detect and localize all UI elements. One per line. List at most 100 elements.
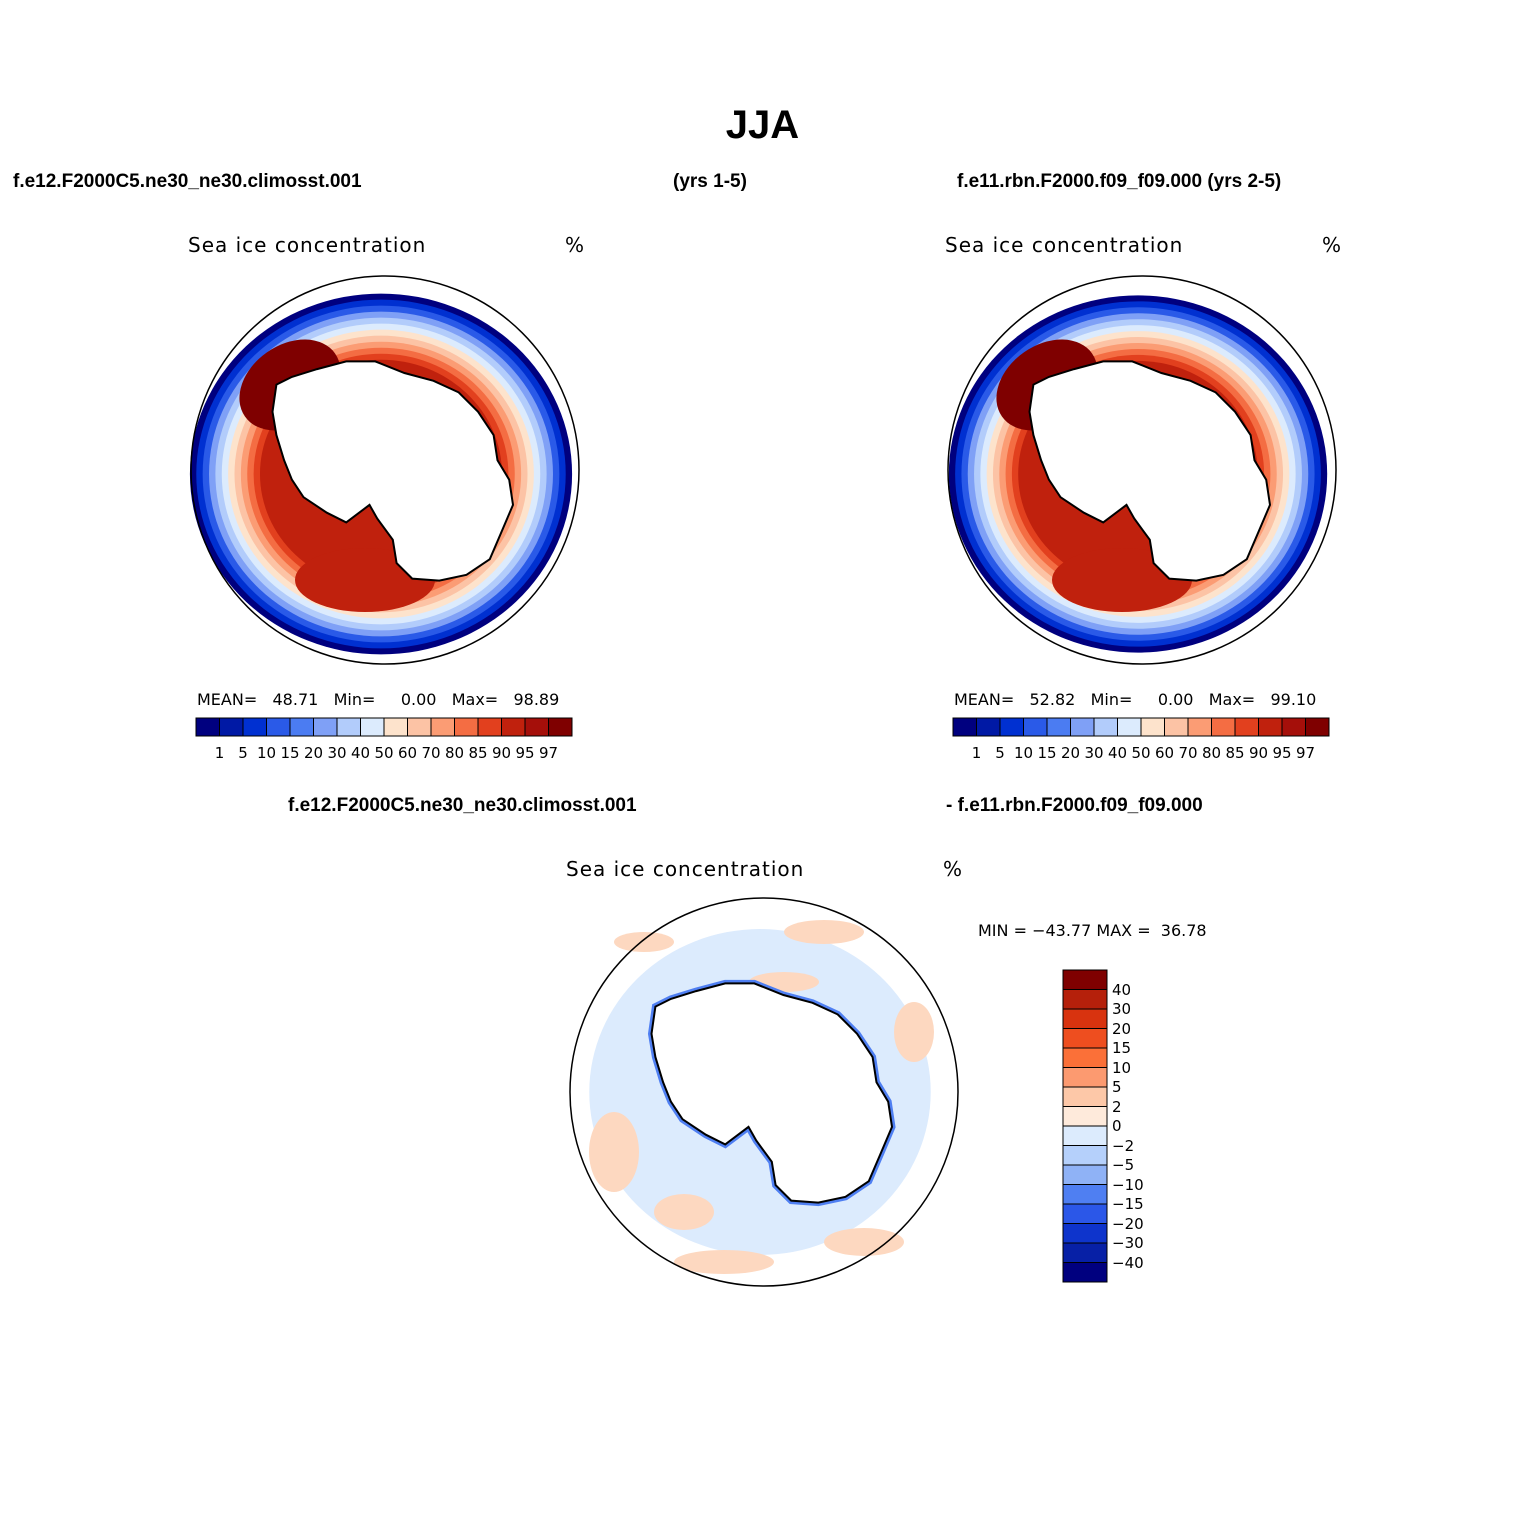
colorbar-segment xyxy=(1023,717,1048,737)
panel1-colorbar-ticks: 1 5 10 15 20 30 40 50 60 70 80 85 90 95 97 xyxy=(195,744,575,764)
colorbar-tick-label: 80 xyxy=(444,744,465,762)
colorbar-tick-label: 80 xyxy=(1201,744,1222,762)
colorbar-segment xyxy=(1258,717,1283,737)
min-value: 0.00 xyxy=(1157,690,1194,709)
panel3-polar-map xyxy=(569,897,959,1287)
colorbar-tick-label: 40 xyxy=(350,744,371,762)
positive-anomaly xyxy=(589,1112,639,1192)
colorbar-tick-label: 15 xyxy=(1112,1039,1132,1057)
colorbar-segment xyxy=(1062,1184,1108,1205)
colorbar-segment xyxy=(1062,1008,1108,1029)
colorbar-segment xyxy=(454,717,479,737)
min-label: Min= xyxy=(1090,690,1133,709)
colorbar-tick-label: 10 xyxy=(1013,744,1034,762)
mean-label: MEAN= xyxy=(954,690,1015,709)
min-label: Min= xyxy=(333,690,376,709)
colorbar-tick-label: 30 xyxy=(1112,1000,1132,1018)
map-border xyxy=(190,275,580,665)
map-border xyxy=(947,275,1337,665)
colorbar-segment xyxy=(1062,1164,1108,1185)
colorbar-segment xyxy=(1062,989,1108,1010)
colorbar-segment xyxy=(1140,717,1165,737)
colorbar-tick-label: −40 xyxy=(1112,1253,1144,1272)
colorbar-segment xyxy=(1062,1047,1108,1068)
colorbar-tick-label: 20 xyxy=(1060,744,1081,762)
colorbar-segment xyxy=(1062,1262,1108,1283)
panel3-variable: Sea ice concentration xyxy=(566,857,805,881)
mean-value: 48.71 xyxy=(272,690,319,709)
colorbar-segment xyxy=(524,717,549,737)
colorbar-tick-label: 90 xyxy=(1248,744,1269,762)
panel1-polar-map xyxy=(189,275,580,665)
panel2-variable: Sea ice concentration xyxy=(945,233,1184,257)
colorbar-tick-label: 70 xyxy=(421,744,441,762)
colorbar-segment xyxy=(1070,717,1095,737)
colorbar-tick-label: 85 xyxy=(468,744,488,762)
panel1-variable: Sea ice concentration xyxy=(188,233,427,257)
colorbar-tick-label: −2 xyxy=(1112,1136,1135,1155)
colorbar-tick-label: 95 xyxy=(1272,744,1292,762)
colorbar-tick-label: 30 xyxy=(327,744,347,762)
colorbar-segment xyxy=(266,717,291,737)
colorbar-segment xyxy=(1281,717,1306,737)
colorbar-segment xyxy=(1305,717,1330,737)
colorbar-segment xyxy=(430,717,455,737)
colorbar-segment xyxy=(477,717,502,737)
colorbar-segment xyxy=(313,717,338,737)
colorbar-segment xyxy=(1062,1086,1108,1107)
colorbar-tick-label: 1 xyxy=(971,744,982,762)
colorbar-segment xyxy=(383,717,408,737)
panel2-colorbar xyxy=(952,717,1330,737)
colorbar-tick-label: 50 xyxy=(374,744,394,762)
colorbar-tick-label: −20 xyxy=(1112,1214,1144,1233)
colorbar-tick-label: 97 xyxy=(538,744,559,762)
colorbar-tick-label: −5 xyxy=(1112,1156,1135,1174)
panel1-units: % xyxy=(565,233,586,257)
colorbar-segment xyxy=(242,717,267,737)
colorbar-tick-label: 1 xyxy=(214,744,225,762)
min-label: MIN = xyxy=(978,921,1027,940)
colorbar-tick-label: 20 xyxy=(1112,1019,1132,1038)
colorbar-tick-label: −15 xyxy=(1112,1195,1144,1213)
colorbar-tick-label: 97 xyxy=(1295,744,1316,762)
colorbar-segment xyxy=(336,717,361,737)
colorbar-tick-label: 60 xyxy=(397,744,418,762)
colorbar-segment xyxy=(1187,717,1212,737)
colorbar-tick-label: 30 xyxy=(1084,744,1104,762)
colorbar-tick-label: 2 xyxy=(1112,1097,1122,1116)
colorbar-segment xyxy=(1093,717,1118,737)
colorbar-segment xyxy=(1062,1223,1108,1244)
colorbar-segment xyxy=(1062,969,1108,990)
colorbar-tick-label: 5 xyxy=(1112,1078,1122,1096)
colorbar-tick-label: −30 xyxy=(1112,1234,1144,1252)
positive-anomaly xyxy=(894,1002,934,1062)
antarctica-coastline xyxy=(271,360,515,582)
colorbar-tick-label: 70 xyxy=(1178,744,1198,762)
panel2-stats: MEAN= 52.82 Min= 0.00 Max= 99.10 xyxy=(954,690,1316,709)
colorbar-tick-label: 95 xyxy=(515,744,535,762)
colorbar-segment xyxy=(1164,717,1189,737)
positive-anomaly xyxy=(784,920,864,944)
diff-case1-label: f.e12.F2000C5.ne30_ne30.climosst.001 xyxy=(288,795,637,816)
panel1-stats: MEAN= 48.71 Min= 0.00 Max= 98.89 xyxy=(197,690,559,709)
colorbar-segment xyxy=(1062,1067,1108,1088)
positive-anomaly xyxy=(674,1250,774,1274)
panel3-colorbar xyxy=(1062,969,1108,1283)
panel3-units: % xyxy=(943,857,964,881)
colorbar-segment xyxy=(976,717,1001,737)
colorbar-tick-label: 60 xyxy=(1154,744,1175,762)
colorbar-segment xyxy=(1062,1028,1108,1049)
colorbar-tick-label: −10 xyxy=(1112,1175,1144,1194)
colorbar-tick-label: 40 xyxy=(1107,744,1128,762)
colorbar-tick-label: 50 xyxy=(1131,744,1151,762)
colorbar-segment xyxy=(219,717,244,737)
colorbar-segment xyxy=(1062,1125,1108,1146)
positive-anomaly xyxy=(614,932,674,952)
colorbar-segment xyxy=(1062,1106,1108,1127)
min-value: −43.77 xyxy=(1032,921,1092,940)
colorbar-tick-label: 85 xyxy=(1225,744,1245,762)
colorbar-segment xyxy=(1062,1203,1108,1224)
colorbar-segment xyxy=(195,717,220,737)
colorbar-tick-label: 90 xyxy=(491,744,512,762)
case1-years: (yrs 1-5) xyxy=(673,171,747,192)
